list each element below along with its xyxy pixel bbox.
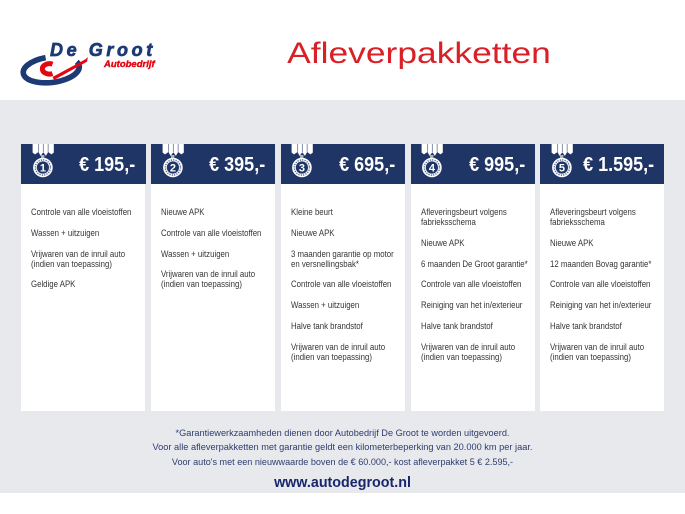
svg-text:5: 5 <box>559 163 565 175</box>
svg-text:Autobedrijf: Autobedrijf <box>103 59 155 70</box>
svg-text:3: 3 <box>299 163 305 175</box>
svg-text:2: 2 <box>170 163 176 175</box>
svg-text:4: 4 <box>429 163 436 175</box>
svg-text:De Groot: De Groot <box>50 40 156 60</box>
svg-text:1: 1 <box>40 163 46 175</box>
